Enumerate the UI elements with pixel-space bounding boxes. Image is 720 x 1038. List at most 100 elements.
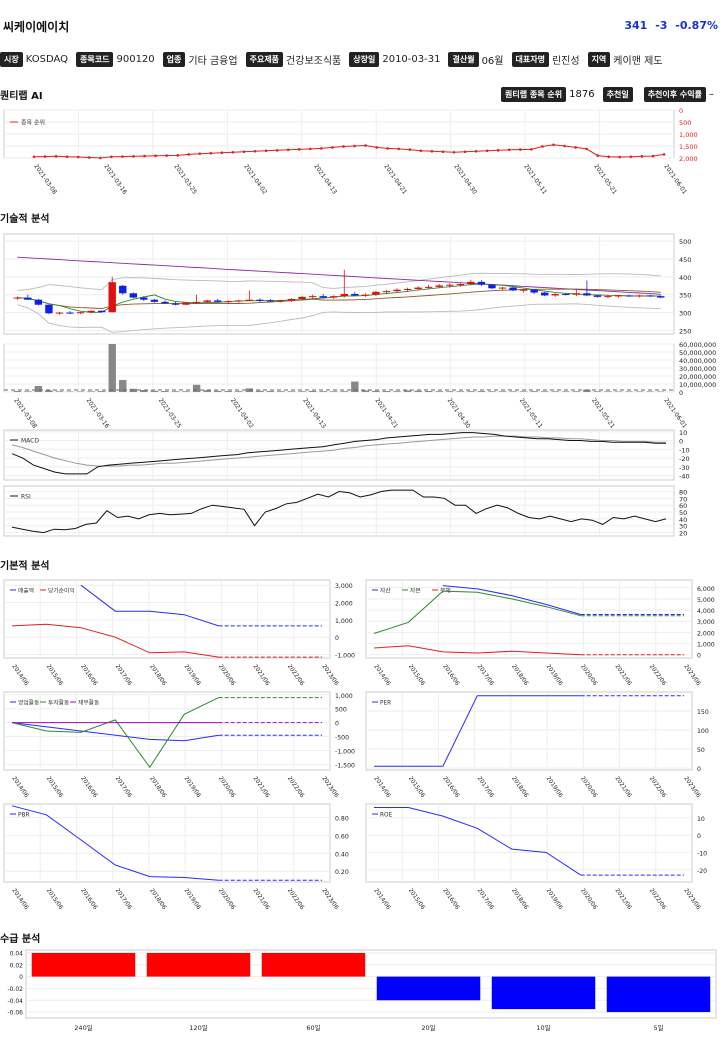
x-tick-label: 2022/06 xyxy=(286,888,305,911)
x-tick-label: 2022/06 xyxy=(286,776,305,799)
x-tick-label: 2015/06 xyxy=(407,888,426,911)
candle-body xyxy=(76,312,85,314)
x-tick-label: 2023/06 xyxy=(320,664,339,687)
rank-point xyxy=(530,148,533,151)
series-line xyxy=(373,590,581,634)
volume-bar xyxy=(625,391,633,392)
legend-label: 재무활동 xyxy=(78,699,100,707)
x-tick-label: 2014/06 xyxy=(372,776,391,799)
volume-bar xyxy=(551,391,559,392)
rank-point xyxy=(154,154,157,158)
x-tick-label: 2023/06 xyxy=(682,888,701,911)
candle-body xyxy=(414,287,422,289)
rank-point xyxy=(353,144,356,148)
candle-body xyxy=(541,292,549,296)
x-tick-label: 2014/06 xyxy=(10,888,29,911)
price-change-pct: -0.87% xyxy=(675,19,718,32)
candle-body xyxy=(456,284,464,285)
legend-label: RSI xyxy=(21,494,31,501)
x-tick-label: 2021-05-21 xyxy=(592,163,618,196)
candle-body xyxy=(298,296,306,299)
x-tick-label: 2020/06 xyxy=(217,664,236,687)
x-tick-label: 2014/06 xyxy=(372,888,391,911)
rank-point xyxy=(54,155,58,158)
x-tick-label: 2019/06 xyxy=(183,664,202,687)
x-tick-label: 2016/06 xyxy=(441,776,460,799)
x-tick-label: 2019/06 xyxy=(545,888,564,911)
candle-body xyxy=(319,296,327,298)
volume-bar xyxy=(119,380,127,392)
y-tick-label: 20,000,000 xyxy=(679,373,716,381)
x-tick-label: 2022/06 xyxy=(648,888,667,911)
x-tick-label: 2017/06 xyxy=(114,664,133,687)
ma-long-line xyxy=(17,256,661,295)
candle-body xyxy=(646,295,654,297)
rank-point xyxy=(209,151,213,155)
volume-bar xyxy=(414,390,422,392)
y-tick-label: 150 xyxy=(697,709,709,716)
candle-body xyxy=(308,296,317,298)
rank-point xyxy=(286,148,290,152)
rank-point xyxy=(596,154,599,157)
y-tick-label: 50,000,000 xyxy=(679,349,716,357)
rank-point xyxy=(574,146,577,149)
info-tag-ceo: 대표자명 xyxy=(511,51,549,67)
y-tick-label: -0.04 xyxy=(7,998,23,1005)
y-tick-label: 0 xyxy=(697,653,701,660)
info-tag-listing: 상장일 xyxy=(349,51,380,67)
y-tick-label: 0 xyxy=(19,974,23,981)
candle-body xyxy=(657,296,665,298)
x-tick-label: 2021-04-02 xyxy=(242,163,268,196)
candle-body xyxy=(235,300,243,302)
x-tick-label: 2021-04-21 xyxy=(382,163,408,196)
volume-bar xyxy=(424,391,433,392)
rank-chart: 0 500 1,000 1,500 2,000 종목 순위 2021-03-08 2021-0… xyxy=(3,107,698,196)
volume-bar xyxy=(308,390,317,392)
x-tick-label: 2017/06 xyxy=(476,664,495,687)
legend-label: 투자활동 xyxy=(48,699,70,707)
price-box: 341 -3 -0.87% xyxy=(620,19,718,32)
y-tick-label: 50 xyxy=(697,747,705,754)
plot-frame xyxy=(3,233,675,335)
x-tick-label: 2022/06 xyxy=(648,664,667,687)
candle-body xyxy=(214,300,222,302)
roe-chart: -20 -10 0 10 ROE 2014/06 2015/06 2016/06 2017/06… xyxy=(365,803,707,911)
info-tag-region: 지역 xyxy=(587,51,611,67)
volume-bar xyxy=(541,391,549,392)
x-tick-label: 2016/06 xyxy=(79,664,98,687)
volume-bar xyxy=(287,391,296,392)
candle-body xyxy=(372,291,380,295)
volume-bar xyxy=(562,391,570,392)
rank-point xyxy=(331,146,334,149)
x-tick-label: 2021/06 xyxy=(251,776,270,799)
x-tick-label: 2019/06 xyxy=(183,776,202,799)
rank-point xyxy=(121,155,124,158)
y-tick-label: 0.02 xyxy=(10,962,24,969)
candle-body xyxy=(477,281,486,285)
header: 씨케이에이치 341 -3 -0.87% xyxy=(0,0,720,50)
candle-body xyxy=(97,310,106,313)
candle-body xyxy=(519,289,528,291)
volume-bar xyxy=(45,390,53,392)
rank-point xyxy=(386,147,389,150)
y-tick-label: 500 xyxy=(679,238,691,246)
x-tick-label: 2014/06 xyxy=(372,664,391,687)
plot-frame xyxy=(3,803,331,883)
x-tick-label: 2019/06 xyxy=(545,776,564,799)
volume-bar xyxy=(214,390,222,392)
x-tick-label: 2021-06-01 xyxy=(662,163,688,196)
x-tick-label: 2022/06 xyxy=(648,776,667,799)
rank-point xyxy=(662,153,666,156)
volume-bar xyxy=(530,391,538,392)
legend-label: PER xyxy=(380,701,391,707)
x-tick-label: 60일 xyxy=(306,1023,320,1032)
info-value-fiscal: 06월 xyxy=(481,55,504,67)
rank-point xyxy=(430,149,434,153)
ai-summary: 퀀티랩 종목 순위 1876 추천일 추천이후 수익률 – xyxy=(495,87,714,102)
candle-body xyxy=(340,294,348,297)
y-tick-label: 0.60 xyxy=(335,833,349,840)
candle-body xyxy=(192,301,201,303)
rank-point xyxy=(618,155,622,159)
volume-bar xyxy=(646,391,654,392)
x-tick-label: 2023/06 xyxy=(682,664,701,687)
